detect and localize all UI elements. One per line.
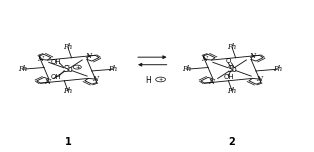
Text: H: H (145, 76, 151, 85)
Text: N: N (44, 78, 51, 86)
Text: +: + (159, 77, 163, 82)
Text: Ph: Ph (227, 43, 237, 51)
Text: Sb: Sb (63, 65, 73, 74)
Text: N: N (37, 55, 44, 63)
Text: Ph: Ph (63, 87, 73, 95)
Text: O: O (226, 58, 231, 64)
Text: N: N (249, 52, 256, 60)
Text: 1: 1 (65, 137, 71, 147)
Text: N: N (202, 55, 208, 63)
Text: N: N (85, 52, 91, 60)
Text: Ph: Ph (18, 65, 27, 73)
Text: Ph: Ph (273, 65, 282, 73)
Text: Ph: Ph (182, 65, 191, 73)
Text: N: N (208, 78, 214, 86)
Text: N: N (257, 75, 263, 83)
Text: Ph: Ph (63, 43, 73, 51)
Text: +: + (75, 65, 79, 70)
Text: OH: OH (51, 59, 61, 65)
Text: OH: OH (51, 74, 61, 80)
Text: Ph: Ph (227, 87, 237, 95)
Text: OH: OH (224, 74, 234, 80)
Text: Sb: Sb (227, 65, 237, 74)
Text: 2: 2 (229, 137, 236, 147)
Text: N: N (92, 75, 98, 83)
Text: Ph: Ph (109, 65, 118, 73)
